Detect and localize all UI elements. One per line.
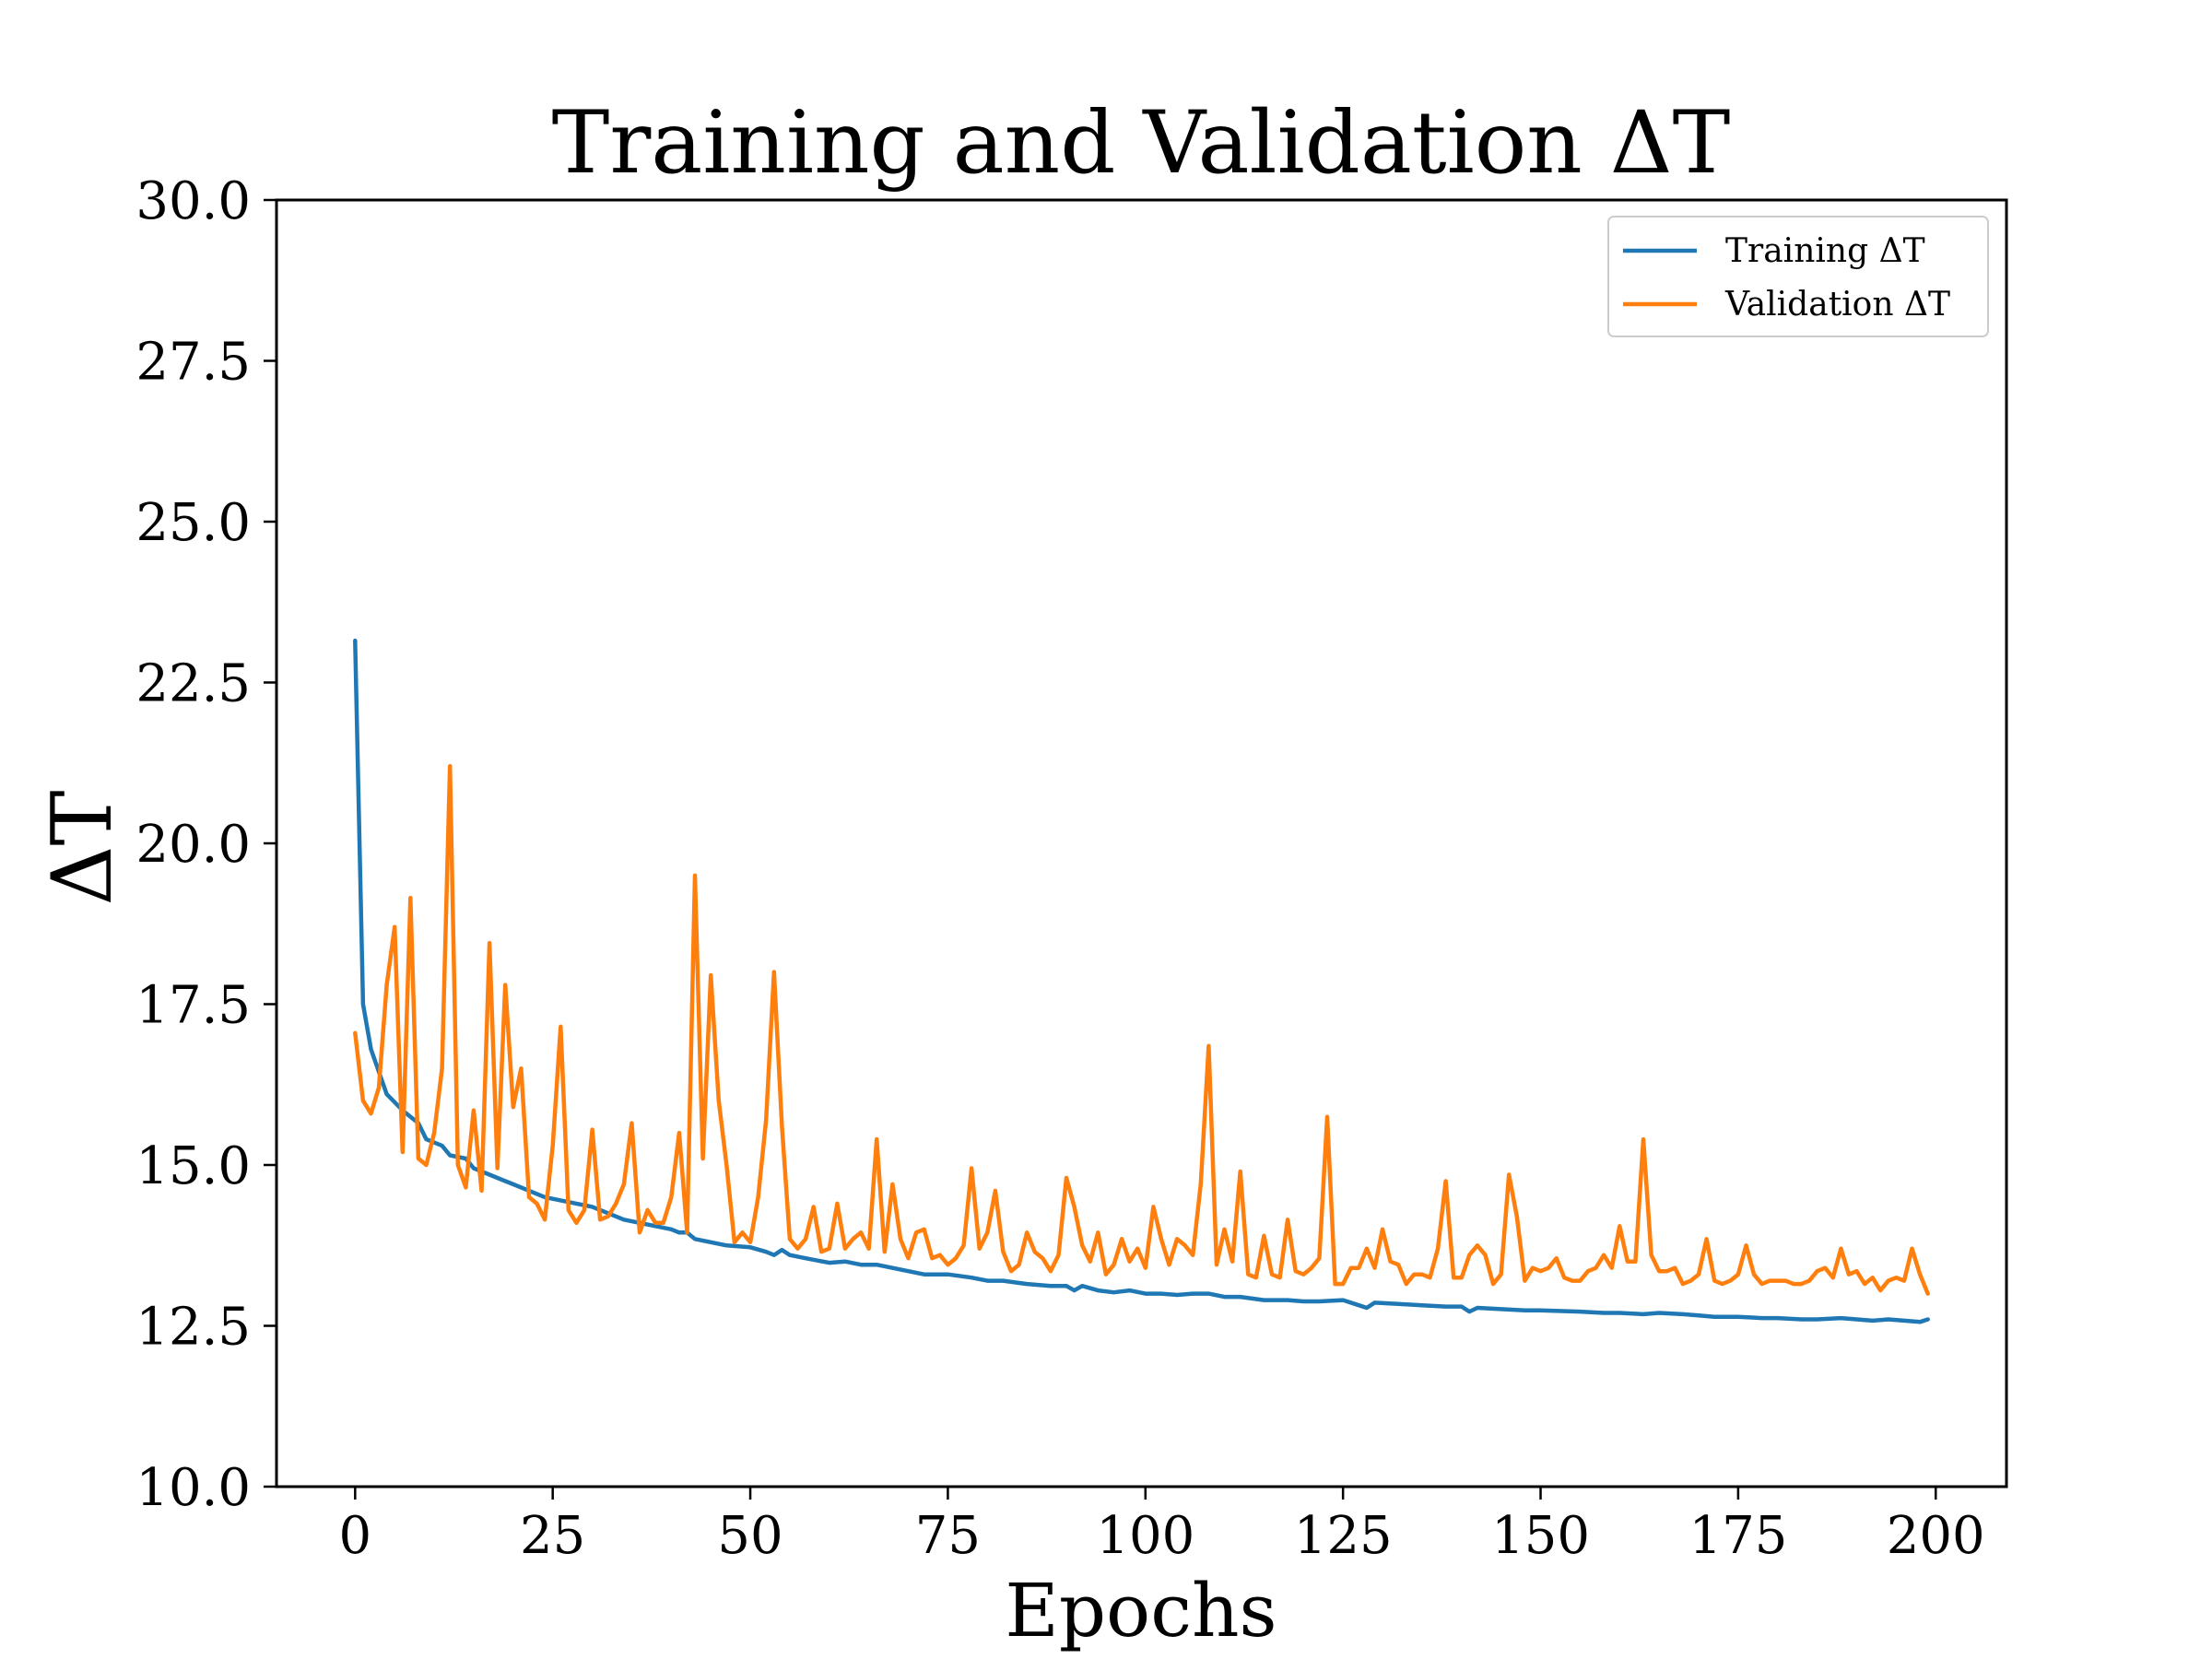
x-tick-label: 100 bbox=[1096, 1506, 1194, 1566]
legend-label: Training ΔT bbox=[1725, 232, 1925, 270]
legend: Training ΔT Validation ΔT bbox=[1607, 216, 1989, 337]
y-tick-label: 30.0 bbox=[135, 171, 251, 231]
x-tick-label: 50 bbox=[717, 1506, 782, 1566]
y-tick-label: 15.0 bbox=[135, 1136, 251, 1196]
x-tick-label: 175 bbox=[1688, 1506, 1787, 1566]
y-axis-label: ΔT bbox=[34, 790, 131, 905]
y-tick-label: 27.5 bbox=[135, 333, 251, 393]
series-line-2 bbox=[353, 763, 1930, 1296]
x-tick-label: 150 bbox=[1491, 1506, 1590, 1566]
y-tick-label: 12.5 bbox=[135, 1298, 251, 1358]
y-axis-ticks: 10.0 12.5 15.0 17.5 20.0 22.5 25.0 27.5 30.0 bbox=[135, 171, 276, 1518]
x-tick-label: 75 bbox=[915, 1506, 981, 1566]
series-layer bbox=[353, 638, 1930, 1324]
series-line-1 bbox=[353, 638, 1930, 1324]
y-tick-label: 22.5 bbox=[135, 654, 251, 714]
x-axis-ticks: 0 25 50 75 100 125 150 175 200 bbox=[338, 1487, 1985, 1566]
y-tick-label: 20.0 bbox=[135, 815, 251, 875]
chart-title: Training and Validation ΔT bbox=[552, 93, 1731, 194]
y-tick-label: 10.0 bbox=[135, 1458, 251, 1518]
y-tick-label: 25.0 bbox=[135, 493, 251, 553]
x-axis-label: Epochs bbox=[1005, 1568, 1277, 1653]
x-tick-label: 200 bbox=[1887, 1506, 1985, 1566]
legend-label: Validation ΔT bbox=[1724, 286, 1950, 324]
x-tick-label: 0 bbox=[338, 1506, 371, 1566]
legend-box bbox=[1607, 216, 1989, 337]
x-tick-label: 125 bbox=[1294, 1506, 1393, 1566]
y-tick-label: 17.5 bbox=[135, 976, 251, 1036]
x-tick-label: 25 bbox=[520, 1506, 585, 1566]
